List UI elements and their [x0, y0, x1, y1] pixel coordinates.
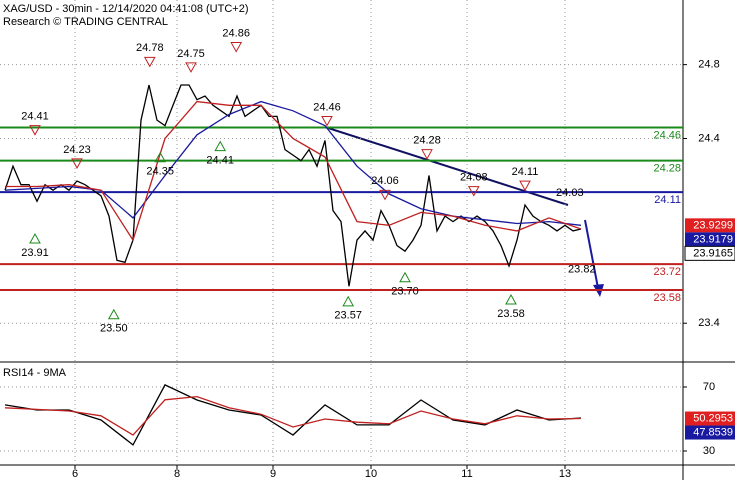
rsi-title: RSI14 - 9MA	[3, 367, 67, 379]
low-marker	[29, 232, 41, 244]
high-label: 24.23	[63, 144, 91, 156]
low-label: 23.58	[497, 308, 525, 320]
low-label: 23.50	[100, 323, 128, 335]
price-tag-label: 23.9165	[693, 247, 733, 259]
level-label: 24.11	[654, 194, 681, 206]
y-tick-label: 23.4	[698, 317, 719, 329]
price-tag-label: 23.9179	[693, 233, 733, 245]
price-tag-label: 23.9299	[693, 219, 733, 231]
price-tag	[685, 232, 735, 247]
high-label: 24.08	[460, 172, 488, 184]
high-label: 24.86	[222, 27, 250, 39]
price-tag	[685, 411, 735, 426]
y-tick-label: 24.4	[698, 132, 719, 144]
chart-subtitle: Research © TRADING CENTRAL	[3, 16, 168, 28]
series-line	[5, 100, 582, 242]
forecast-label: 24.03	[556, 187, 584, 199]
low-marker	[107, 308, 120, 320]
high-label: 24.75	[177, 48, 205, 60]
price-tag	[685, 218, 735, 233]
high-marker	[379, 189, 391, 201]
high-marker	[321, 115, 333, 127]
high-marker	[230, 42, 243, 53]
high-marker	[519, 180, 531, 192]
x-tick-label: 9	[270, 468, 276, 480]
high-marker	[71, 158, 83, 169]
low-label: 23.57	[334, 310, 362, 322]
low-label: 24.41	[206, 155, 234, 167]
high-label: 24.41	[21, 111, 49, 123]
high-marker	[143, 56, 156, 68]
series-line	[4, 395, 582, 436]
price-tag	[684, 245, 735, 261]
y-tick-label: 70	[703, 381, 715, 393]
low-label: 24.35	[146, 166, 174, 178]
high-marker	[467, 186, 480, 197]
level-label: 23.58	[653, 292, 681, 304]
x-tick-label: 6	[72, 468, 78, 480]
y-tick-label: 24.8	[698, 59, 719, 71]
high-label: 24.06	[371, 175, 399, 187]
low-marker	[342, 295, 355, 307]
level-label: 23.72	[653, 266, 681, 278]
x-tick-label: 10	[365, 468, 377, 480]
series-line	[4, 384, 582, 446]
low-marker	[154, 151, 167, 163]
level-label: 24.46	[653, 129, 681, 141]
chart-title: XAG/USD - 30min - 12/14/2020 04:41:08 (U…	[3, 3, 248, 15]
low-label: 23.70	[391, 286, 419, 298]
high-marker	[29, 125, 41, 136]
x-tick-label: 11	[461, 468, 472, 480]
x-tick-label: 13	[559, 468, 571, 480]
high-label: 24.11	[512, 166, 539, 178]
price-tag	[685, 425, 735, 440]
forecast-label: 23.82	[568, 264, 596, 276]
low-label: 23.91	[21, 247, 49, 259]
high-label: 24.46	[313, 101, 341, 113]
low-marker	[214, 140, 227, 152]
forecast-arrow	[584, 219, 599, 289]
x-tick-label: 8	[174, 468, 180, 480]
level-label: 24.28	[653, 163, 681, 175]
price-tag-label: 47.8539	[693, 426, 733, 438]
low-marker	[399, 271, 411, 283]
high-marker	[421, 149, 433, 160]
price-tag-label: 50.2953	[693, 412, 733, 424]
y-tick-label: 30	[703, 445, 715, 457]
series-line	[4, 84, 582, 287]
high-marker	[185, 62, 197, 73]
low-marker	[505, 293, 517, 305]
high-label: 24.28	[413, 135, 441, 147]
high-label: 24.78	[136, 42, 164, 54]
